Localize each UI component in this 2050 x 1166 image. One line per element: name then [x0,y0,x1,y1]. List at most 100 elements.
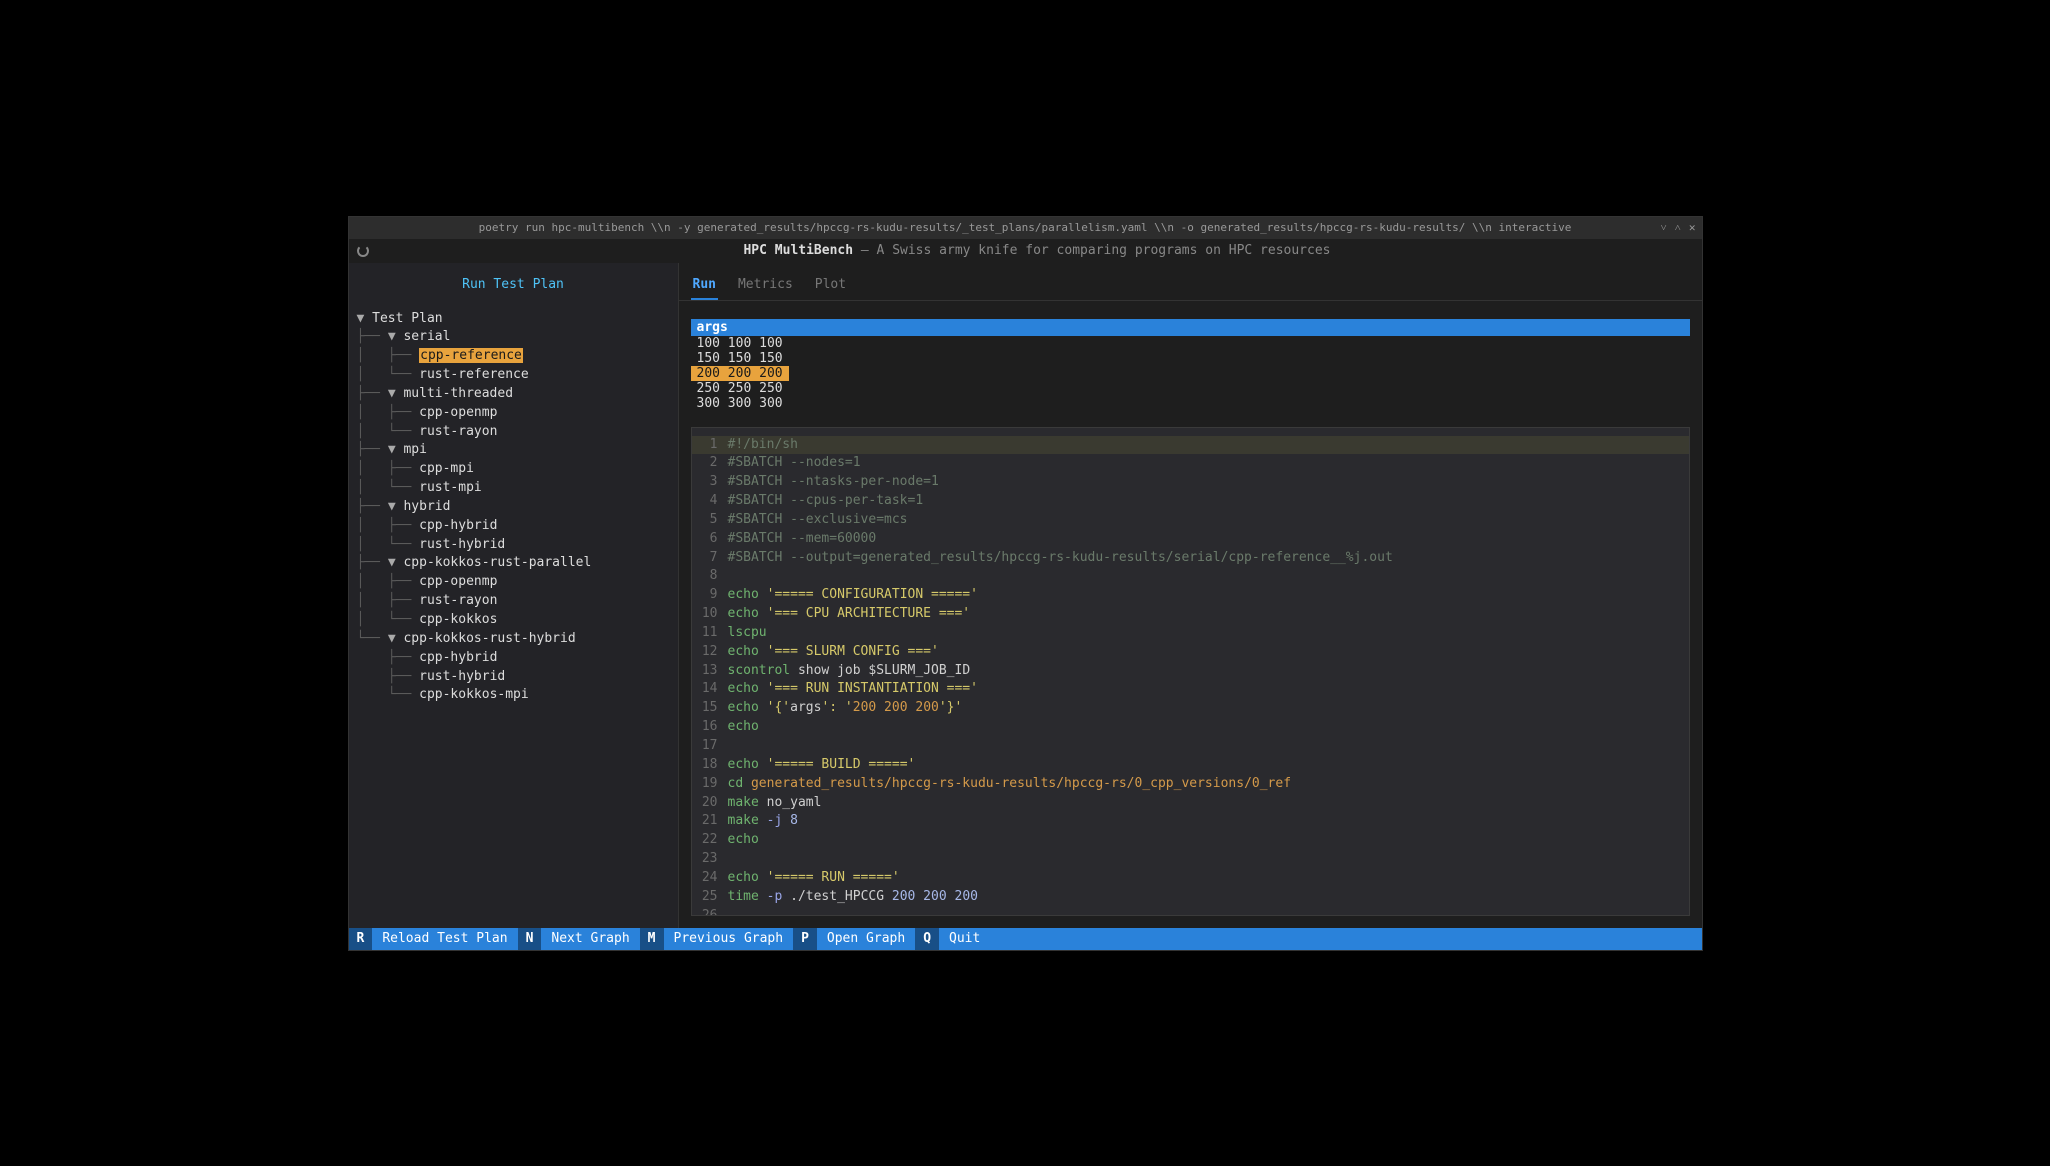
test-plan-tree: ▼ Test Plan├── ▼ serial│ ├── cpp-referen… [349,306,678,710]
code-line: 25time -p ./test_HPCCG 200 200 200 [692,888,1689,907]
tree-label[interactable]: cpp-kokkos-rust-parallel [403,555,591,570]
args-row[interactable]: 200 200 200 [691,366,789,381]
tree-label[interactable]: rust-reference [419,367,529,382]
line-number: 13 [700,662,728,681]
caret-icon[interactable]: ▼ [388,386,404,401]
tree-label[interactable]: cpp-openmp [419,574,497,589]
tree-label[interactable]: rust-rayon [419,424,497,439]
tree-item-cpp-hybrid[interactable]: ├── cpp-hybrid [357,649,670,668]
code-content: #SBATCH --mem=60000 [728,530,877,549]
code-content: #SBATCH --exclusive=mcs [728,511,908,530]
minimize-icon[interactable]: ˅ [1660,221,1666,234]
tree-label[interactable]: hybrid [403,499,450,514]
statusbar-item-open-graph[interactable]: POpen Graph [793,928,915,950]
tree-label[interactable]: multi-threaded [403,386,513,401]
caret-icon[interactable]: ▼ [357,311,373,326]
tree-label[interactable]: Test Plan [372,311,442,326]
tree-item-hybrid[interactable]: ├── ▼ hybrid [357,498,670,517]
tree-label[interactable]: serial [403,329,450,344]
tree-guide: │ ├── [357,348,420,363]
tree-item-rust-rayon[interactable]: │ ├── rust-rayon [357,592,670,611]
app-header: HPC MultiBench — A Swiss army knife for … [349,239,1702,263]
args-row[interactable]: 100 100 100 [691,336,789,351]
statusbar-item-quit[interactable]: QQuit [915,928,990,950]
tree-item-test-plan[interactable]: ▼ Test Plan [357,310,670,329]
tree-item-cpp-kokkos-mpi[interactable]: └── cpp-kokkos-mpi [357,686,670,705]
tree-label[interactable]: cpp-reference [419,348,523,363]
tab-plot[interactable]: Plot [813,275,848,300]
line-number: 23 [700,850,728,869]
window-controls: ˅ ˄ ✕ [1660,221,1695,234]
close-icon[interactable]: ✕ [1689,221,1696,234]
tree-item-cpp-kokkos-rust-parallel[interactable]: ├── ▼ cpp-kokkos-rust-parallel [357,554,670,573]
code-line: 16echo [692,718,1689,737]
tree-label[interactable]: cpp-hybrid [419,518,497,533]
tree-label[interactable]: rust-rayon [419,593,497,608]
tree-label[interactable]: cpp-kokkos-rust-hybrid [403,631,575,646]
tree-label[interactable]: cpp-kokkos [419,612,497,627]
tree-label[interactable]: cpp-mpi [419,461,474,476]
app-title: HPC MultiBench — A Swiss army knife for … [381,243,1694,258]
tree-item-mpi[interactable]: ├── ▼ mpi [357,441,670,460]
statusbar-key: Q [915,928,939,950]
tree-item-cpp-kokkos[interactable]: │ └── cpp-kokkos [357,611,670,630]
tree-item-cpp-mpi[interactable]: │ ├── cpp-mpi [357,460,670,479]
statusbar-label: Reload Test Plan [372,931,517,946]
args-row[interactable]: 250 250 250 [691,381,789,396]
maximize-icon[interactable]: ˄ [1675,221,1681,234]
tree-label[interactable]: rust-hybrid [419,537,505,552]
statusbar-item-reload-test-plan[interactable]: RReload Test Plan [349,928,518,950]
caret-icon[interactable]: ▼ [388,631,404,646]
tree-item-multi-threaded[interactable]: ├── ▼ multi-threaded [357,385,670,404]
code-content: #SBATCH --ntasks-per-node=1 [728,473,939,492]
tree-label[interactable]: cpp-openmp [419,405,497,420]
args-row[interactable]: 150 150 150 [691,351,789,366]
code-line: 1#!/bin/sh [692,436,1689,455]
caret-icon[interactable]: ▼ [388,442,404,457]
statusbar-item-previous-graph[interactable]: MPrevious Graph [640,928,793,950]
line-number: 24 [700,869,728,888]
tree-item-rust-mpi[interactable]: │ └── rust-mpi [357,479,670,498]
tree-item-cpp-kokkos-rust-hybrid[interactable]: └── ▼ cpp-kokkos-rust-hybrid [357,630,670,649]
code-content: echo '===== CONFIGURATION =====' [728,586,978,605]
tree-item-cpp-hybrid[interactable]: │ ├── cpp-hybrid [357,517,670,536]
caret-icon[interactable]: ▼ [388,499,404,514]
tree-item-cpp-reference[interactable]: │ ├── cpp-reference [357,347,670,366]
tab-run[interactable]: Run [691,275,718,300]
statusbar-key: N [518,928,542,950]
tree-item-serial[interactable]: ├── ▼ serial [357,328,670,347]
code-content: cd generated_results/hpccg-rs-kudu-resul… [728,775,1292,794]
tree-item-rust-rayon[interactable]: │ └── rust-rayon [357,423,670,442]
line-number: 7 [700,549,728,568]
caret-icon[interactable]: ▼ [388,329,404,344]
code-content: #!/bin/sh [728,436,798,455]
tree-item-rust-hybrid[interactable]: ├── rust-hybrid [357,668,670,687]
args-row[interactable]: 300 300 300 [691,396,789,411]
tree-item-rust-hybrid[interactable]: │ └── rust-hybrid [357,536,670,555]
tree-guide: │ ├── [357,461,420,476]
code-content: make no_yaml [728,794,822,813]
caret-icon[interactable]: ▼ [388,555,404,570]
code-line: 12echo '=== SLURM CONFIG ===' [692,643,1689,662]
tree-item-cpp-openmp[interactable]: │ ├── cpp-openmp [357,573,670,592]
tree-label[interactable]: cpp-kokkos-mpi [419,687,529,702]
code-line: 10echo '=== CPU ARCHITECTURE ===' [692,605,1689,624]
args-panel: args 100 100 100150 150 150200 200 20025… [691,319,1690,411]
code-content: echo '===== BUILD =====' [728,756,916,775]
sidebar-title: Run Test Plan [349,263,678,306]
code-content: echo [728,831,759,850]
tree-item-rust-reference[interactable]: │ └── rust-reference [357,366,670,385]
line-number: 14 [700,680,728,699]
line-number: 10 [700,605,728,624]
line-number: 16 [700,718,728,737]
tree-label[interactable]: rust-mpi [419,480,482,495]
tree-guide: │ └── [357,480,420,495]
spinner-icon [357,245,369,257]
tab-metrics[interactable]: Metrics [736,275,795,300]
tree-label[interactable]: cpp-hybrid [419,650,497,665]
window-title: poetry run hpc-multibench \\n -y generat… [479,221,1572,234]
tree-label[interactable]: rust-hybrid [419,669,505,684]
statusbar-item-next-graph[interactable]: NNext Graph [518,928,640,950]
tree-item-cpp-openmp[interactable]: │ ├── cpp-openmp [357,404,670,423]
tree-label[interactable]: mpi [403,442,426,457]
